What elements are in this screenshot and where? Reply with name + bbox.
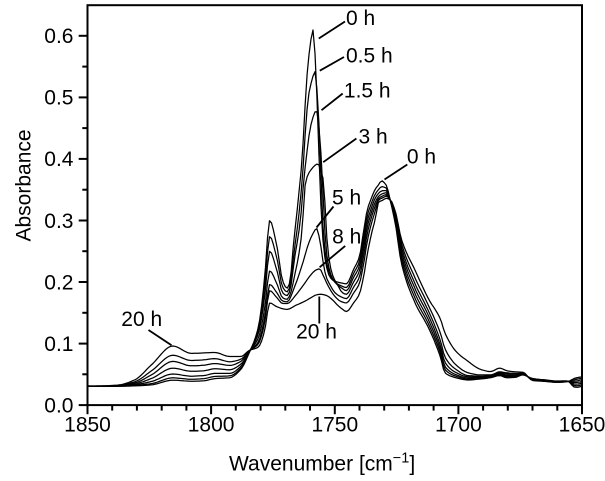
svg-text:8 h: 8 h [332,226,361,249]
svg-text:0.3: 0.3 [44,210,73,233]
svg-text:20 h: 20 h [121,308,162,331]
svg-text:20 h: 20 h [296,321,337,344]
svg-text:0.1: 0.1 [44,333,73,356]
svg-text:3 h: 3 h [359,125,388,148]
svg-text:Wavenumber [cm−1]: Wavenumber [cm−1] [229,451,415,476]
svg-text:1700: 1700 [435,414,482,437]
svg-text:5 h: 5 h [332,187,361,210]
svg-text:0.4: 0.4 [44,148,74,171]
svg-text:1750: 1750 [311,414,358,437]
svg-text:0.5 h: 0.5 h [346,44,393,67]
svg-text:Absorbance: Absorbance [13,129,36,241]
svg-text:1850: 1850 [64,414,111,437]
svg-text:0.2: 0.2 [44,271,73,294]
svg-text:0.6: 0.6 [44,25,73,48]
svg-text:0 h: 0 h [346,7,375,30]
svg-text:0 h: 0 h [407,146,436,169]
svg-text:0.5: 0.5 [44,87,73,110]
svg-text:1.5 h: 1.5 h [344,80,391,103]
svg-text:0.0: 0.0 [44,394,73,417]
svg-text:1650: 1650 [559,414,605,437]
svg-text:1800: 1800 [188,414,235,437]
